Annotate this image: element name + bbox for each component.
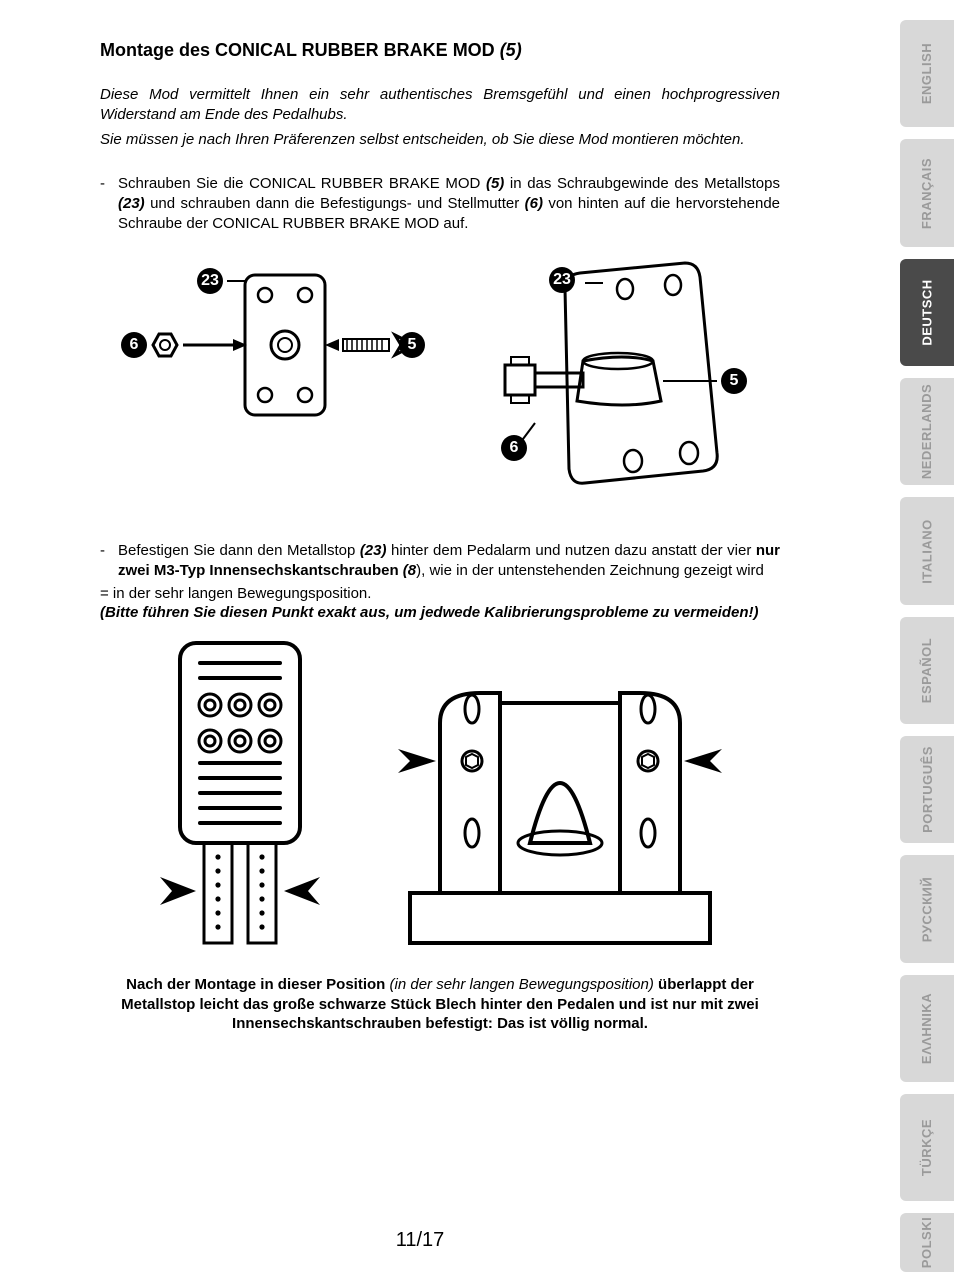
figure-bracket-assembled: 23 6 5 <box>485 253 765 513</box>
callout-6: 6 <box>501 435 527 461</box>
page-number: 11/17 <box>0 1229 840 1252</box>
figure-pedal-top <box>140 633 340 963</box>
tab-turkce[interactable]: TÜRKÇE <box>900 1094 954 1201</box>
tab-francais[interactable]: FRANÇAIS <box>900 139 954 246</box>
intro-paragraph-1: Diese Mod vermittelt Ihnen ein sehr auth… <box>100 85 780 126</box>
tab-polski[interactable]: POLSKI <box>900 1213 954 1272</box>
step-2: - Befestigen Sie dann den Metallstop (23… <box>100 541 780 582</box>
footnote: Nach der Montage in dieser Position (in … <box>100 975 780 1034</box>
callout-6: 6 <box>121 332 147 358</box>
callout-5: 5 <box>399 332 425 358</box>
step-1: - Schrauben Sie die CONICAL RUBBER BRAKE… <box>100 174 780 235</box>
figure-bracket-front: 23 6 5 <box>115 253 425 453</box>
tab-english[interactable]: ENGLISH <box>900 20 954 127</box>
intro-paragraph-2: Sie müssen je nach Ihren Präferenzen sel… <box>100 130 780 150</box>
page-body: Montage des CONICAL RUBBER BRAKE MOD (5)… <box>0 0 840 1054</box>
heading-ref: (5) <box>500 40 522 60</box>
section-heading: Montage des CONICAL RUBBER BRAKE MOD (5) <box>100 40 780 61</box>
callout-23: 23 <box>549 267 575 293</box>
tab-greek[interactable]: ΕΛΛΗΝΙΚΑ <box>900 975 954 1082</box>
figure-row-1: 23 6 5 <box>100 253 780 513</box>
figure-bracket-rear <box>380 633 740 963</box>
callout-5: 5 <box>721 368 747 394</box>
heading-text: Montage des CONICAL RUBBER BRAKE MOD <box>100 40 500 60</box>
tab-italiano[interactable]: ITALIANO <box>900 497 954 604</box>
callout-23: 23 <box>197 268 223 294</box>
tab-nederlands[interactable]: NEDERLANDS <box>900 378 954 485</box>
tab-espanol[interactable]: ESPAÑOL <box>900 617 954 724</box>
equals-line: = in der sehr langen Bewegungsposition. <box>100 585 780 602</box>
warning-line: (Bitte führen Sie diesen Punkt exakt aus… <box>100 604 780 621</box>
tab-russian[interactable]: РУССКИЙ <box>900 855 954 962</box>
step-marker: - <box>100 541 118 561</box>
figure-row-2 <box>100 633 780 963</box>
step-marker: - <box>100 174 118 194</box>
tab-portugues[interactable]: PORTUGUÊS <box>900 736 954 843</box>
language-tabs: ENGLISH FRANÇAIS DEUTSCH NEDERLANDS ITAL… <box>874 0 954 1272</box>
tab-deutsch[interactable]: DEUTSCH <box>900 259 954 366</box>
